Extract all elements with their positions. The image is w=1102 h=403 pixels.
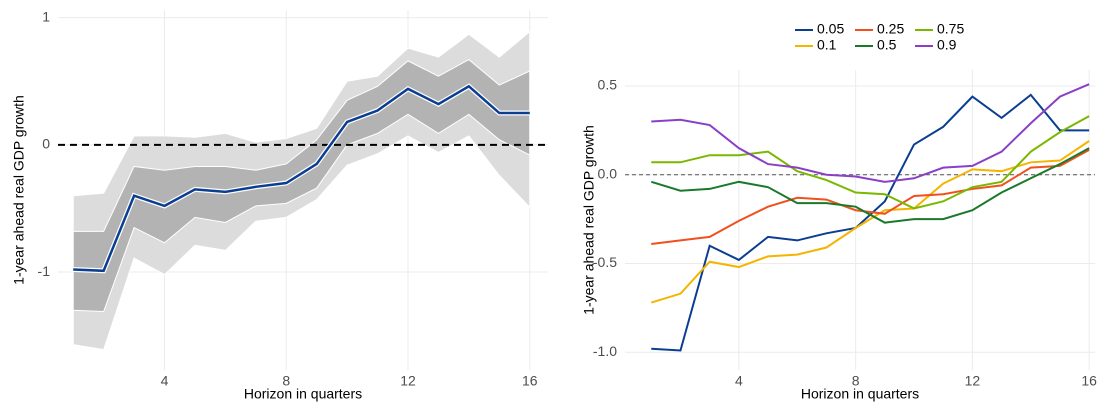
line: [73, 84, 530, 273]
x-tick-label: 8: [282, 373, 290, 389]
legend-label: 0.1: [817, 37, 837, 53]
x-axis-title: Horizon in quarters: [244, 386, 362, 402]
line: [651, 149, 1090, 245]
y-axis-title: 1-year ahead real GDP growth: [581, 125, 597, 315]
x-tick-label: 4: [161, 373, 169, 389]
y-tick-label: -0.5: [593, 254, 617, 270]
x-tick-label: 16: [522, 373, 538, 389]
legend-label: 0.9: [937, 37, 957, 53]
y-tick-label: -1.0: [593, 343, 617, 359]
y-tick-label: 0.5: [598, 77, 618, 93]
line: [651, 83, 1090, 183]
x-axis-title: Horizon in quarters: [801, 386, 919, 402]
x-tick-label: 12: [400, 373, 416, 389]
x-tick-label: 8: [852, 373, 860, 389]
y-axis-title: 1-year ahead real GDP growth: [11, 95, 27, 285]
legend-label: 0.75: [937, 21, 964, 37]
line: [650, 147, 1090, 224]
y-tick-label: 1: [42, 8, 50, 24]
x-tick-label: 16: [1081, 373, 1097, 389]
legend-label: 0.05: [817, 21, 844, 37]
line: [651, 93, 1090, 352]
line: [650, 140, 1090, 304]
band: [72, 59, 531, 312]
line: [651, 115, 1090, 210]
legend-label: 0.5: [877, 37, 897, 53]
legend-label: 0.25: [877, 21, 904, 37]
y-tick-label: 0: [42, 136, 50, 152]
y-tick-label: -1: [38, 263, 51, 279]
y-tick-label: 0.0: [598, 165, 618, 181]
x-tick-label: 12: [965, 373, 981, 389]
x-tick-label: 4: [735, 373, 743, 389]
